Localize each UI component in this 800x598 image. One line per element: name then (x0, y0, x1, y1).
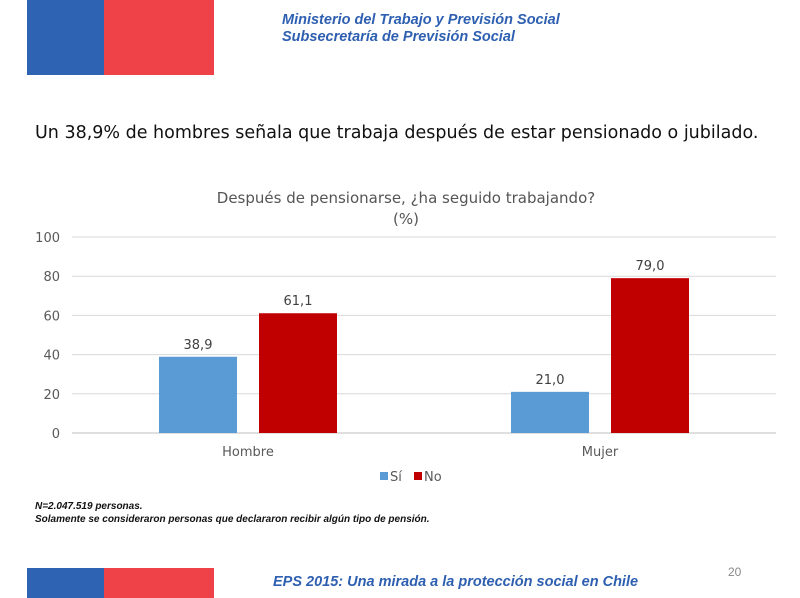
bar-mujer-no (611, 278, 689, 433)
bar-hombre-si (159, 356, 237, 433)
bar-mujer-si (511, 391, 589, 433)
sample-size-note: N=2.047.519 personas. (35, 501, 143, 512)
ministry-header: Ministerio del Trabajo y Previsión Socia… (282, 12, 560, 46)
y-tick-label: 60 (43, 309, 60, 324)
slide-headline: Un 38,9% de hombres señala que trabaja d… (35, 123, 759, 143)
data-label: 38,9 (184, 338, 213, 353)
data-label: 61,1 (284, 294, 313, 309)
x-category-label: Mujer (582, 445, 619, 460)
legend-swatch-si (380, 472, 388, 480)
y-tick-label: 20 (43, 388, 60, 403)
data-label: 21,0 (536, 373, 565, 388)
flag-blue-top (27, 0, 104, 75)
chart-subtitle: (%) (393, 210, 419, 228)
x-category-label: Hombre (222, 445, 274, 460)
flag-red-bottom (104, 568, 214, 598)
y-tick-label: 40 (43, 349, 60, 364)
bar-chart: 0 20 40 60 80 100 38,9 61,1 Hombre 21,0 79,0 Mujer S… (35, 231, 776, 485)
bar-hombre-no (259, 313, 337, 433)
data-label: 79,0 (636, 259, 665, 274)
y-tick-label: 0 (52, 427, 60, 442)
footnotes: N=2.047.519 personas. Solamente se consi… (35, 501, 430, 526)
footer-title: EPS 2015: Una mirada a la protección soc… (273, 574, 639, 590)
chart-title: Después de pensionarse, ¿ha seguido trab… (216, 189, 596, 207)
flag-blue-bottom (27, 568, 104, 598)
legend-label: Sí (390, 470, 402, 485)
legend-label: No (424, 470, 442, 485)
legend-swatch-no (414, 472, 422, 480)
pension-note: Solamente se consideraron personas que d… (35, 513, 430, 525)
subsecretaria-name: Subsecretaría de Previsión Social (282, 29, 515, 45)
ministry-name: Ministerio del Trabajo y Previsión Socia… (282, 12, 560, 28)
y-tick-label: 80 (43, 270, 60, 285)
flag-red-top (104, 0, 214, 75)
y-tick-label: 100 (35, 231, 60, 246)
page-number: 20 (728, 565, 742, 579)
